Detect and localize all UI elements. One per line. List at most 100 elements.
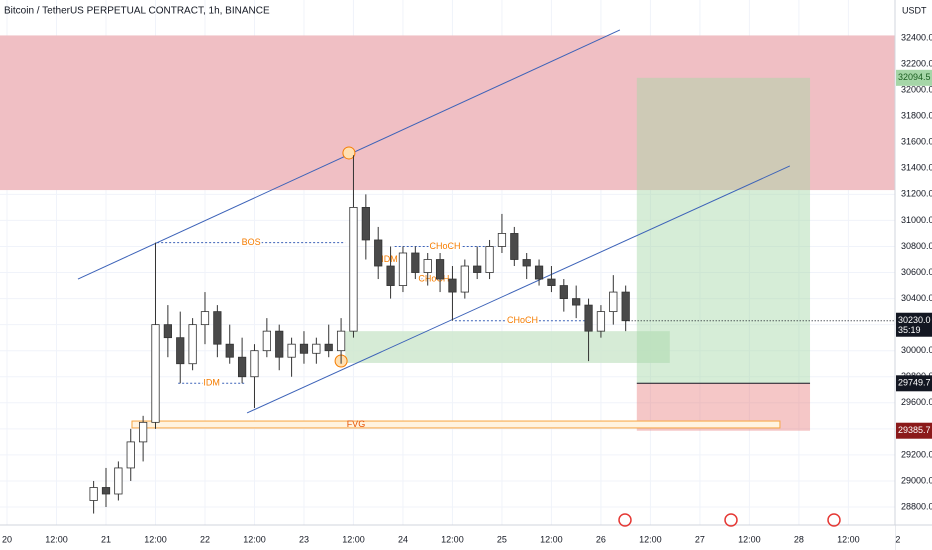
y-tick-label: 31200.0 [901,189,932,199]
candle-body [621,291,630,322]
x-tick-label: 24 [398,534,408,544]
candle-body [139,421,148,443]
y-tick-label: 32200.0 [901,58,932,68]
candle-body [188,324,197,365]
y-tick-label: 29200.0 [901,449,932,459]
candle-body [435,259,445,280]
candle-body [423,259,432,273]
candle-body [213,311,222,345]
annotation-label: CHoCH [430,241,461,251]
annotation-label: CHoCH [418,273,449,283]
chart-title: Bitcoin / TetherUS PERPETUAL CONTRACT, 1… [4,6,270,17]
x-tick-label: 27 [695,534,705,544]
candle-body [250,350,259,378]
event-icons [618,513,841,527]
candle-body [460,265,469,293]
candle-body [89,487,98,501]
candle-body [522,259,531,267]
candle-body [559,285,568,299]
candle-body [200,311,210,326]
candle-body [163,324,172,339]
candle-body [312,343,321,354]
candle-body [114,467,123,495]
x-tick-label: 12:00 [837,534,860,544]
candle-body [497,233,507,247]
x-tick-label: 12:00 [243,534,266,544]
y-tick-label: 30800.0 [901,241,932,251]
fvg-zone [131,420,781,429]
x-tick-label: 21 [101,534,111,544]
x-tick-label: 12:00 [639,534,662,544]
annotation-label: CHoCH [507,315,538,325]
event-icon [827,513,841,527]
candle-body [237,356,247,378]
x-tick-label: 12:00 [342,534,365,544]
candle-body [473,265,482,273]
x-tick-label: 25 [497,534,507,544]
x-tick-label: 28 [794,534,804,544]
price-unit: USDT [902,5,927,15]
x-tick-label: 12:00 [45,534,68,544]
candle-body [287,343,296,358]
stop-price: 29385.7 [898,425,931,435]
y-tick-label: 31000.0 [901,215,932,225]
x-tick-label: 26 [596,534,606,544]
channel-line [246,165,791,414]
candle-body [336,330,346,352]
candle-body [361,206,370,241]
candle-body [584,304,593,332]
y-tick-label: 30400.0 [901,293,932,303]
candle-body [225,343,234,358]
annotation-label: IDM [203,378,220,388]
time-axis-panel [0,525,895,550]
target-zone [636,77,811,384]
y-tick-label: 31400.0 [901,163,932,173]
candle-body [448,278,457,293]
candle-body [349,206,358,332]
candle-body [547,278,556,286]
x-tick-label: 12:00 [540,534,563,544]
last-price: 30230.0 [898,315,931,325]
candle-body [386,265,395,286]
candle-body [126,441,135,469]
candle-body [596,311,606,332]
x-tick-label: 23 [299,534,309,544]
candle-body [398,252,408,286]
x-tick-label: 22 [200,534,210,544]
supply-zone [0,35,895,191]
y-tick-label: 32000.0 [901,85,932,95]
candle-body [275,330,284,358]
candle-body [324,343,333,352]
y-tick-label: 29000.0 [901,475,932,485]
countdown: 35:19 [898,325,921,335]
y-tick-label: 28800.0 [901,501,932,511]
event-icon [724,513,738,527]
candle-body [534,265,544,280]
candle-body [411,252,420,273]
stop-price-bg [896,422,932,439]
fvg-label: FVG [347,419,366,429]
price-axis-panel [895,0,932,550]
last-price-bg [896,312,932,337]
plot-area: FVG BOS IDM CHoCH CHoCH IDM CHoCH [0,0,899,525]
x-tick-label: 12:00 [441,534,464,544]
candle-body [485,246,494,273]
candle-body [101,487,111,495]
entry-price: 29749.7 [898,378,931,388]
y-tick-label: 31600.0 [901,137,932,147]
candle-body [572,298,581,306]
y-tick-label: 31800.0 [901,111,932,121]
demand-zone [345,331,670,363]
x-tick-label: 2 [895,534,900,544]
annotation-label: IDM [381,254,398,264]
candle-body [374,239,383,267]
y-tick-label: 32400.0 [901,32,932,42]
candle-body [151,324,160,423]
candle-body [176,337,185,365]
candle-body [262,330,271,352]
y-tick-label: 30600.0 [901,267,932,277]
annotation-label: BOS [242,237,261,247]
